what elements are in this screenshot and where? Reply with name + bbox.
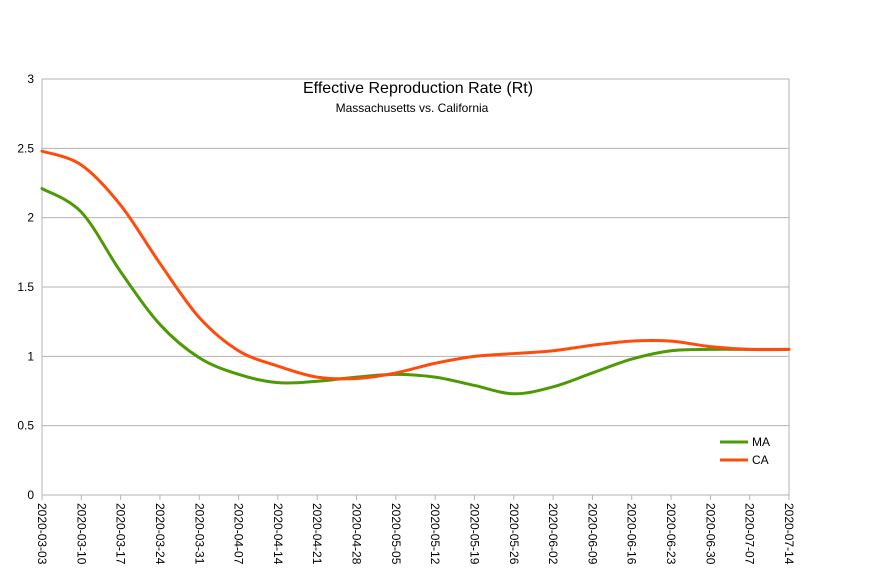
x-tick-label: 2020-03-03 bbox=[35, 503, 49, 565]
x-tick-label: 2020-04-07 bbox=[232, 503, 246, 565]
y-tick-label: 2.5 bbox=[17, 141, 34, 155]
x-tick-label: 2020-07-07 bbox=[743, 503, 757, 565]
x-tick-label: 2020-06-02 bbox=[546, 503, 560, 565]
x-tick-label: 2020-06-30 bbox=[703, 503, 717, 565]
x-tick-label: 2020-03-10 bbox=[74, 503, 88, 565]
chart-title: Effective Reproduction Rate (Rt) bbox=[303, 80, 533, 97]
x-tick-label: 2020-06-23 bbox=[664, 503, 678, 565]
y-tick-label: 1 bbox=[27, 349, 34, 363]
x-tick-label: 2020-04-28 bbox=[350, 503, 364, 565]
gridlines bbox=[41, 78, 790, 496]
legend: MA CA bbox=[720, 435, 770, 467]
series-lines bbox=[40, 149, 791, 396]
x-tick-label: 2020-03-17 bbox=[114, 503, 128, 565]
y-axis-ticks: 0 0.5 1 1.5 2 2.5 3 bbox=[17, 72, 34, 502]
x-tick-label: 2020-05-12 bbox=[428, 503, 442, 565]
x-tick-label: 2020-04-14 bbox=[271, 503, 285, 565]
x-tick-label: 2020-04-21 bbox=[310, 503, 324, 565]
x-tick-label: 2020-05-19 bbox=[467, 503, 481, 565]
x-tick-label: 2020-03-31 bbox=[192, 503, 206, 565]
legend-label-ca: CA bbox=[752, 453, 769, 467]
legend-label-ma: MA bbox=[752, 435, 770, 449]
x-tick-label: 2020-07-14 bbox=[782, 503, 796, 565]
y-tick-label: 1.5 bbox=[17, 280, 34, 294]
x-tick-label: 2020-03-24 bbox=[153, 503, 167, 565]
series-line-ca bbox=[40, 149, 791, 381]
y-tick-label: 3 bbox=[27, 72, 34, 86]
x-axis-ticks: 2020-03-03 2020-03-10 2020-03-17 2020-03-24… bbox=[35, 495, 796, 565]
x-tick-label: 2020-06-09 bbox=[585, 503, 599, 565]
x-tick-label: 2020-05-26 bbox=[507, 503, 521, 565]
chart-subtitle: Massachusetts vs. California bbox=[336, 101, 489, 115]
x-tick-label: 2020-05-05 bbox=[389, 503, 403, 565]
y-tick-label: 0 bbox=[27, 488, 34, 502]
y-tick-label: 2 bbox=[27, 211, 34, 225]
series-line-ma bbox=[40, 187, 791, 396]
y-tick-label: 0.5 bbox=[17, 419, 34, 433]
x-tick-label: 2020-06-16 bbox=[625, 503, 639, 565]
